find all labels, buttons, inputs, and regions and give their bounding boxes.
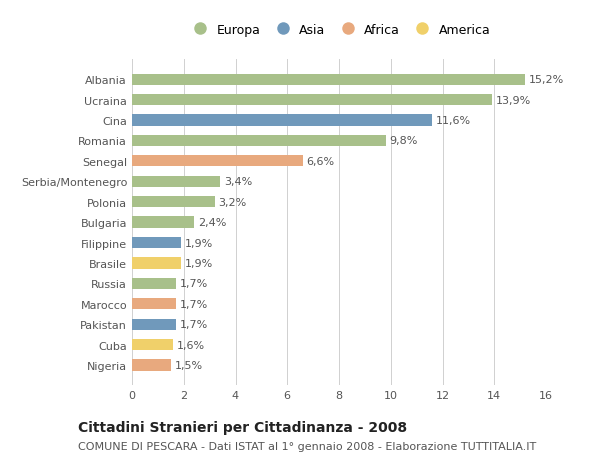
Bar [132,176,220,187]
Text: 13,9%: 13,9% [496,95,531,106]
Bar [132,156,303,167]
Text: 9,8%: 9,8% [389,136,418,146]
Bar [132,135,386,147]
Text: 15,2%: 15,2% [529,75,565,85]
Text: 1,7%: 1,7% [180,319,208,330]
Text: 1,5%: 1,5% [175,360,203,370]
Bar [132,217,194,228]
Text: 1,7%: 1,7% [180,279,208,289]
Text: Cittadini Stranieri per Cittadinanza - 2008: Cittadini Stranieri per Cittadinanza - 2… [78,420,407,434]
Bar [132,298,176,310]
Bar [132,339,173,350]
Text: 2,4%: 2,4% [198,218,226,228]
Bar [132,237,181,249]
Text: 3,4%: 3,4% [224,177,252,187]
Legend: Europa, Asia, Africa, America: Europa, Asia, Africa, America [188,23,490,37]
Text: COMUNE DI PESCARA - Dati ISTAT al 1° gennaio 2008 - Elaborazione TUTTITALIA.IT: COMUNE DI PESCARA - Dati ISTAT al 1° gen… [78,441,536,451]
Text: 3,2%: 3,2% [218,197,247,207]
Text: 1,7%: 1,7% [180,299,208,309]
Text: 1,6%: 1,6% [177,340,205,350]
Text: 6,6%: 6,6% [307,157,335,167]
Bar [132,258,181,269]
Bar [132,74,526,86]
Bar [132,95,491,106]
Text: 11,6%: 11,6% [436,116,471,126]
Bar [132,115,432,126]
Bar [132,196,215,208]
Bar [132,359,171,371]
Text: 1,9%: 1,9% [185,258,213,269]
Text: 1,9%: 1,9% [185,238,213,248]
Bar [132,278,176,289]
Bar [132,319,176,330]
